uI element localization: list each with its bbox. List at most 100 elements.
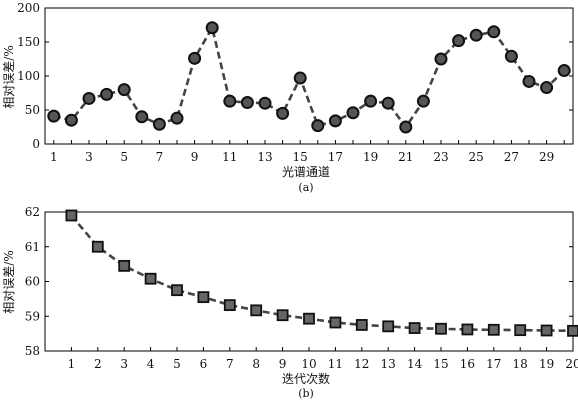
data-point — [382, 320, 395, 333]
data-point — [303, 312, 315, 325]
y-tick-label: 58 — [25, 344, 40, 358]
data-point — [258, 96, 272, 110]
x-tick-label: 11 — [222, 150, 237, 164]
data-point — [364, 94, 378, 108]
x-tick-label: 3 — [85, 150, 93, 164]
y-tick-label: 61 — [25, 240, 40, 254]
data-point — [311, 119, 325, 133]
panel-caption-a: (a) — [298, 181, 313, 194]
data-point — [100, 87, 114, 101]
y-ticks-b: 58 59 60 61 62 — [25, 205, 573, 358]
series-line-b — [70, 214, 574, 333]
data-point — [504, 49, 518, 63]
x-tick-label: 5 — [120, 150, 128, 164]
x-tick-label: 10 — [301, 357, 316, 371]
data-point — [487, 25, 501, 39]
x-tick-label: 21 — [398, 150, 413, 164]
x-axis-label-a: 光谱通道 — [282, 165, 330, 179]
data-point — [47, 109, 61, 123]
x-tick-label: 2 — [94, 357, 102, 371]
data-point — [64, 113, 78, 127]
x-axis-label-b: 迭代次数 — [282, 371, 330, 386]
y-tick-label: 0 — [32, 137, 40, 151]
x-tick-label: 16 — [460, 357, 475, 371]
data-point — [522, 74, 536, 88]
x-tick-label: 1 — [50, 150, 58, 164]
x-tick-label: 12 — [354, 357, 369, 371]
y-axis-label-b: 相对误差/% — [2, 250, 16, 313]
x-tick-label: 7 — [226, 357, 234, 371]
x-tick-label: 8 — [252, 357, 260, 371]
y-tick-label: 50 — [25, 103, 40, 117]
y-tick-label: 100 — [17, 69, 40, 83]
x-tick-label: 13 — [381, 357, 396, 371]
x-tick-label: 9 — [279, 357, 287, 371]
x-tick-label: 11 — [328, 357, 343, 371]
data-points-b — [65, 209, 578, 337]
x-tick-label: 18 — [513, 357, 528, 371]
x-tick-label: 17 — [486, 357, 501, 371]
x-tick-label: 4 — [147, 357, 155, 371]
x-tick-label: 25 — [469, 150, 484, 164]
data-point — [557, 64, 571, 78]
y-axis-label-a: 相对误差/% — [2, 45, 16, 108]
x-tick-label: 15 — [293, 150, 308, 164]
data-point — [540, 324, 553, 337]
data-point — [276, 309, 289, 322]
series-line-a — [53, 24, 566, 130]
data-point — [416, 94, 430, 108]
y-ticks-a: 0 50 100 150 200 — [17, 1, 573, 151]
x-tick-label: 1 — [68, 357, 76, 371]
data-point — [487, 323, 500, 336]
data-point — [567, 324, 578, 337]
x-ticks-a: 1 3 5 7 9 11 13 15 17 19 21 23 25 27 29 — [50, 140, 565, 164]
data-point — [434, 52, 448, 66]
data-point — [188, 51, 202, 65]
data-point — [452, 34, 466, 48]
data-point — [540, 81, 554, 95]
data-point — [461, 323, 474, 336]
data-points-a — [47, 21, 571, 134]
y-tick-label: 62 — [25, 205, 40, 219]
data-point — [250, 304, 263, 317]
data-point — [65, 209, 78, 222]
x-tick-label: 3 — [120, 357, 128, 371]
y-tick-label: 150 — [17, 35, 40, 49]
data-point — [170, 111, 184, 125]
x-tick-label: 19 — [363, 150, 378, 164]
x-tick-label: 9 — [191, 150, 199, 164]
data-point — [355, 319, 368, 331]
data-point — [293, 71, 307, 85]
data-point — [144, 272, 157, 285]
data-point — [117, 83, 131, 97]
x-tick-label: 23 — [433, 150, 448, 164]
x-tick-label: 7 — [156, 150, 164, 164]
x-tick-label: 15 — [433, 357, 448, 371]
data-point — [223, 94, 237, 108]
data-point — [399, 120, 413, 134]
data-point — [514, 324, 527, 337]
data-point — [240, 96, 254, 110]
x-tick-label: 5 — [173, 357, 181, 371]
x-tick-label: 27 — [504, 150, 519, 164]
x-tick-label: 14 — [407, 357, 423, 371]
y-tick-label: 59 — [25, 309, 40, 323]
x-ticks-b: 1 2 3 4 5 6 7 8 9 10 11 12 13 14 15 16 17 18 19 20 — [68, 347, 578, 371]
data-point — [82, 91, 96, 105]
data-point — [197, 291, 210, 304]
data-point — [435, 322, 447, 335]
data-point — [276, 106, 290, 120]
data-point — [118, 259, 131, 272]
x-tick-label: 6 — [200, 357, 208, 371]
y-tick-label: 200 — [17, 1, 40, 15]
data-point — [171, 284, 183, 297]
data-point — [223, 299, 236, 312]
data-point — [469, 28, 483, 42]
data-point — [328, 114, 342, 128]
x-tick-label: 13 — [257, 150, 272, 164]
data-point — [91, 240, 104, 253]
x-tick-label: 17 — [328, 150, 343, 164]
